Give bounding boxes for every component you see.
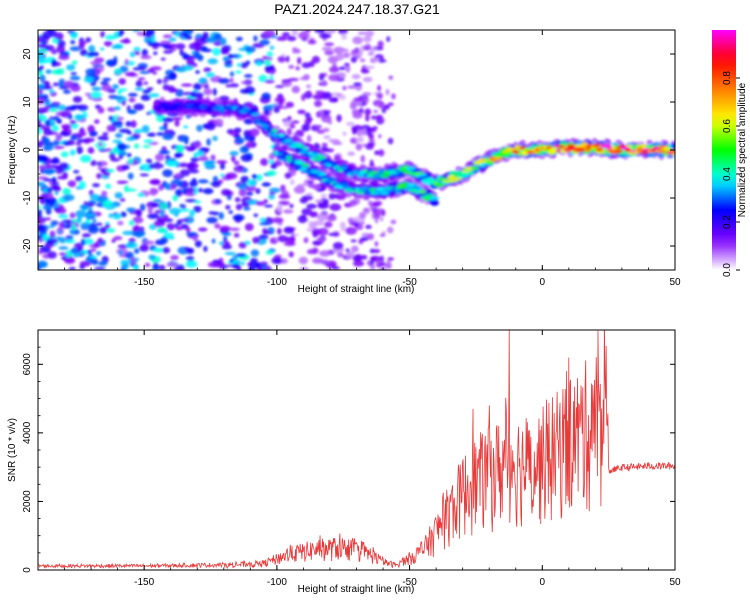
snr-series-line xyxy=(38,330,675,570)
snr-frame xyxy=(37,329,676,571)
tick-label: -150 xyxy=(134,277,154,288)
spectrogram-x-ticks: -150 -100 -50 0 50 xyxy=(37,30,681,288)
tick-label: -20 xyxy=(22,238,33,253)
tick-label: -50 xyxy=(402,277,417,288)
spectrogram-panel: -150 -100 -50 0 50 20 10 0 -10 -20 Height of str… xyxy=(7,29,681,295)
tick-label: 50 xyxy=(669,277,681,288)
colorbar-tick-label: 0.6 xyxy=(722,119,733,133)
tick-label: 0 xyxy=(22,567,33,573)
colorbar-label: Normalized spectral amplitude xyxy=(737,82,748,217)
snr-panel: -150 -100 -50 0 50 0 2000 4000 6000 Height of s… xyxy=(7,329,681,595)
tick-label: 4000 xyxy=(22,421,33,444)
snr-y-label: SNR (10 * v/v) xyxy=(7,418,18,482)
tick-label: 6000 xyxy=(22,353,33,376)
tick-label: 10 xyxy=(22,96,33,108)
colorbar-tick-label: 0.4 xyxy=(722,167,733,181)
snr-y-ticks: 0 2000 4000 6000 xyxy=(22,329,675,573)
spectrogram-x-label: Height of straight line (km) xyxy=(298,284,415,295)
tick-label: 0 xyxy=(540,577,546,588)
spectrogram-y-ticks: 20 10 0 -10 -20 xyxy=(22,29,675,271)
colorbar-tick-label: 0.0 xyxy=(722,263,733,277)
colorbar: 0.0 0.2 0.4 0.6 0.8 Normalized spectral ampl… xyxy=(712,30,748,277)
spectrogram-y-label: Frequency (Hz) xyxy=(7,116,18,185)
spectrogram-image xyxy=(38,30,675,270)
snr-x-label: Height of straight line (km) xyxy=(298,584,415,595)
tick-label: 20 xyxy=(22,48,33,60)
tick-label: -50 xyxy=(402,577,417,588)
spectrogram-ridge xyxy=(152,96,675,206)
tick-label: 50 xyxy=(669,577,681,588)
colorbar-gradient xyxy=(712,30,736,270)
tick-label: -150 xyxy=(134,577,154,588)
colorbar-tick-label: 0.2 xyxy=(722,215,733,229)
colorbar-tick-label: 0.8 xyxy=(722,71,733,85)
colorbar-ticks: 0.0 0.2 0.4 0.6 0.8 xyxy=(722,71,740,277)
snr-x-ticks: -150 -100 -50 0 50 xyxy=(37,330,681,588)
figure-title: PAZ1.2024.247.18.37.G21 xyxy=(274,1,440,17)
tick-label: 2000 xyxy=(22,490,33,513)
tick-label: -10 xyxy=(22,190,33,205)
tick-label: 0 xyxy=(540,277,546,288)
tick-label: 0 xyxy=(22,147,33,153)
tick-label: -100 xyxy=(267,577,287,588)
tick-label: -100 xyxy=(267,277,287,288)
